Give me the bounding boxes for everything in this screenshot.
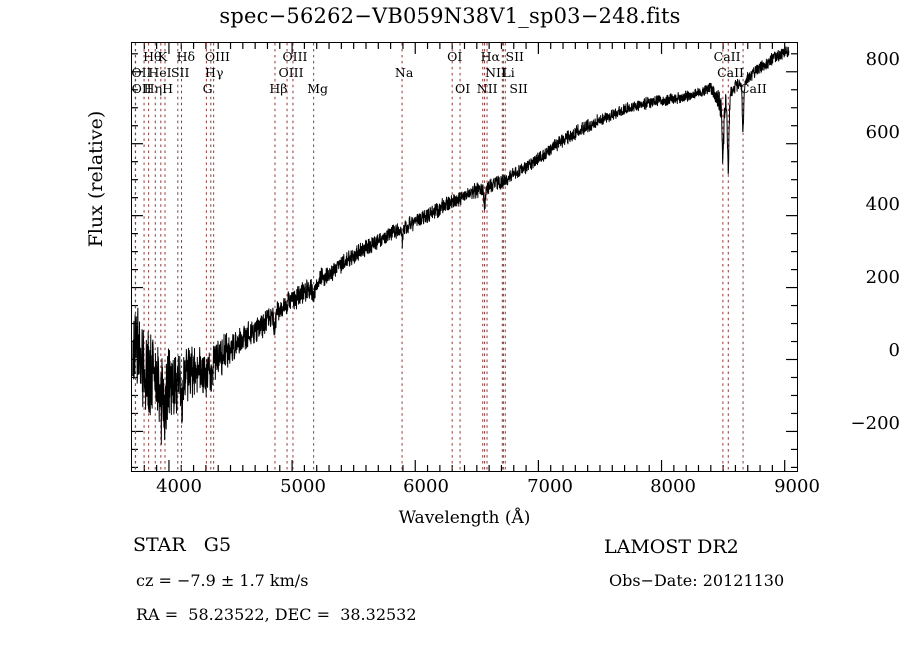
coordinates-label: RA = 58.23522, DEC = 38.32532	[136, 605, 417, 624]
spectral-line-label-HeI-3889: HeI	[148, 65, 172, 80]
spectral-line-label-OI-6300: OI	[447, 49, 463, 64]
y-tick-400: 400	[865, 194, 900, 215]
spectral-line-label-H-4861: Hβ	[269, 81, 288, 96]
spectral-line-label-H-3968: H	[162, 81, 173, 96]
y-axis-label: Flux (relative)	[85, 110, 107, 248]
redshift-label: cz = −7.9 ± 1.7 km/s	[136, 571, 309, 590]
axis-ticks	[132, 43, 797, 471]
spectral-line-label-NII-6548: NII	[476, 81, 498, 96]
spectral-line-label-H-4102: Hδ	[176, 49, 196, 64]
spectral-line-label-K-3934: K	[157, 49, 168, 64]
spectral-line-label-G-4304: G	[202, 81, 213, 96]
page-title: spec−56262−VB059N38V1_sp03−248.fits	[219, 4, 681, 28]
spectral-line-label-H-3835: Hη	[143, 81, 163, 96]
object-type-label: STAR G5	[133, 534, 232, 556]
spectral-line-label-SII-6716: SII	[505, 49, 524, 64]
spectral-line-label-OII-3729: OII	[131, 81, 152, 96]
spectral-line-label-H-4340: Hγ	[205, 65, 224, 80]
x-tick-7000: 7000	[527, 476, 573, 497]
survey-label: LAMOST DR2	[604, 536, 739, 558]
x-tick-5000: 5000	[280, 476, 326, 497]
spectral-line-label-OI-6364: OI	[455, 81, 471, 96]
spectral-line-label-Li-6707: Li	[502, 65, 515, 80]
x-tick-8000: 8000	[650, 476, 696, 497]
spectral-line-label-OIII-4959: OIII	[278, 65, 304, 80]
y-tick-800: 800	[865, 49, 900, 70]
x-tick-4000: 4000	[156, 476, 202, 497]
spectral-line-label-H-3798: Hθ	[143, 49, 162, 64]
obs-date-label: Obs−Date: 20121130	[609, 571, 785, 590]
spectral-line-label-H-6563: Hα	[480, 49, 500, 64]
spectral-line-label-Na-5893: Na	[394, 65, 414, 80]
y-tick-0: 0	[888, 340, 900, 361]
spectrum-curve	[132, 46, 790, 445]
spectral-line-label-CaII-8498: CaII	[713, 49, 741, 64]
spectral-line-label-NII-6583: NII	[485, 65, 506, 80]
spectrum-plot-svg	[132, 43, 797, 471]
spectral-line-label-SII-6731: SII	[509, 81, 528, 96]
x-tick-6000: 6000	[403, 476, 449, 497]
spectral-line-markers	[134, 43, 744, 471]
spectral-line-label-OIII-5007: OIII	[282, 49, 308, 64]
spectral-line-label-OIII-4363: OIII	[204, 49, 230, 64]
y-tick-600: 600	[865, 122, 900, 143]
plot-area	[131, 42, 798, 472]
x-tick-9000: 9000	[774, 476, 820, 497]
spectral-line-label-CaII-8542: CaII	[717, 65, 744, 80]
spectral-line-label-OII-3727: OII	[131, 65, 152, 80]
x-axis-label: Wavelength (Å)	[398, 508, 531, 528]
spectral-line-label-Mg-5175: Mg	[307, 81, 328, 96]
y-tick-200: 200	[865, 267, 900, 288]
spectral-line-label-SII-4072: SII	[170, 65, 190, 80]
y-tick-m200: −200	[850, 413, 900, 434]
spectral-line-label-CaII-8662: CaII	[739, 81, 767, 96]
